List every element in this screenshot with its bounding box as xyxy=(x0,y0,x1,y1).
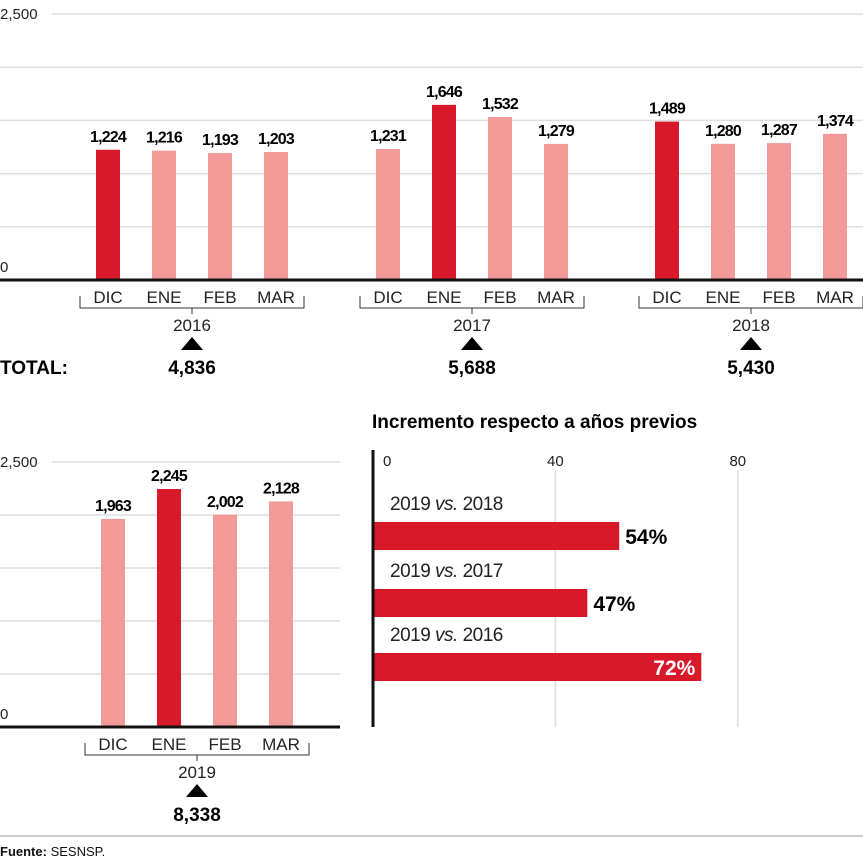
bar xyxy=(488,116,512,280)
bar xyxy=(655,121,679,280)
data-label: 54% xyxy=(625,526,667,549)
bar-category-label: 2019 vs. 2017 xyxy=(390,561,503,582)
x-tick-label: FEB xyxy=(208,735,241,754)
bar-category-label: 2019 vs. 2018 xyxy=(390,494,503,515)
source-text: SESNSP. xyxy=(47,844,105,859)
x-tick-label: 80 xyxy=(729,453,746,470)
source-label: Fuente: xyxy=(0,844,47,859)
data-label: 72% xyxy=(653,657,695,680)
x-tick-label: 40 xyxy=(547,453,564,470)
bar xyxy=(101,518,125,727)
x-tick-label: ENE xyxy=(427,288,462,307)
category-part: vs. xyxy=(435,625,458,646)
category-part: vs. xyxy=(435,494,458,515)
data-label: 1,287 xyxy=(761,122,798,139)
data-label: 1,646 xyxy=(426,84,463,101)
y-tick-label: 0 xyxy=(0,259,8,276)
category-part: 2019 xyxy=(390,494,435,515)
x-tick-label: MAR xyxy=(816,288,854,307)
category-part: 2019 xyxy=(390,625,435,646)
data-label: 47% xyxy=(593,593,635,616)
x-tick-label: FEB xyxy=(203,288,236,307)
year-bracket xyxy=(79,296,305,314)
y-tick-label: 2,500 xyxy=(0,6,38,23)
x-tick-label: FEB xyxy=(762,288,795,307)
triangle-up-icon xyxy=(181,337,203,350)
bar xyxy=(711,143,735,280)
category-part: vs. xyxy=(435,561,458,582)
bar xyxy=(213,514,237,727)
data-label: 1,231 xyxy=(370,128,407,145)
category-part: 2019 xyxy=(390,561,435,582)
category-part: 2018 xyxy=(458,494,503,515)
data-label: 1,963 xyxy=(95,498,132,515)
x-tick-label: MAR xyxy=(537,288,575,307)
data-label: 1,216 xyxy=(146,130,183,147)
x-tick-label: ENE xyxy=(706,288,741,307)
total-value: 8,338 xyxy=(173,805,221,826)
data-label: 1,279 xyxy=(538,123,575,140)
bar xyxy=(432,104,456,280)
year-label: 2017 xyxy=(453,316,491,335)
bar xyxy=(96,149,120,280)
source-note: Fuente: SESNSP. xyxy=(0,844,105,859)
x-tick-label: 0 xyxy=(383,453,391,470)
triangle-up-icon xyxy=(740,337,762,350)
year-bracket xyxy=(638,296,863,314)
data-label: 1,532 xyxy=(482,96,519,113)
bar xyxy=(544,143,568,280)
bar xyxy=(373,522,620,550)
category-part: 2016 xyxy=(458,625,503,646)
data-label: 1,224 xyxy=(90,129,127,146)
bar xyxy=(157,489,181,727)
y-tick-label: 0 xyxy=(0,706,8,723)
category-part: 2017 xyxy=(458,561,503,582)
bar xyxy=(264,152,288,280)
bar xyxy=(373,653,702,681)
x-tick-label: FEB xyxy=(483,288,516,307)
bar xyxy=(269,501,293,727)
bar xyxy=(823,133,847,280)
data-label: 1,489 xyxy=(649,101,686,118)
x-tick-label: MAR xyxy=(257,288,295,307)
triangle-up-icon xyxy=(461,337,483,350)
year-bracket xyxy=(84,743,310,761)
total-value: 5,430 xyxy=(727,358,775,379)
x-tick-label: DIC xyxy=(98,735,127,754)
data-label: 1,280 xyxy=(705,123,742,140)
x-tick-label: DIC xyxy=(652,288,681,307)
data-label: 1,193 xyxy=(202,132,239,149)
chart-title: Incremento respecto a años previos xyxy=(372,412,697,433)
bar xyxy=(373,589,588,617)
total-value: 4,836 xyxy=(168,358,216,379)
x-tick-label: DIC xyxy=(93,288,122,307)
bar xyxy=(208,153,232,280)
x-tick-label: ENE xyxy=(152,735,187,754)
data-label: 2,245 xyxy=(151,468,188,485)
total-label: TOTAL: xyxy=(0,358,68,379)
year-label: 2018 xyxy=(732,316,770,335)
bar xyxy=(767,143,791,280)
data-label: 2,002 xyxy=(207,494,244,511)
total-value: 5,688 xyxy=(448,358,496,379)
x-tick-label: DIC xyxy=(373,288,402,307)
year-bracket xyxy=(359,296,585,314)
triangle-up-icon xyxy=(186,784,208,797)
year-label: 2016 xyxy=(173,316,211,335)
x-tick-label: ENE xyxy=(147,288,182,307)
data-label: 1,203 xyxy=(258,131,295,148)
data-label: 2,128 xyxy=(263,480,300,497)
y-tick-label: 2,500 xyxy=(0,454,38,471)
data-label: 1,374 xyxy=(817,113,854,130)
bar-category-label: 2019 vs. 2016 xyxy=(390,625,503,646)
year-label: 2019 xyxy=(178,763,216,782)
bar xyxy=(152,150,176,280)
bar xyxy=(376,149,400,280)
x-tick-label: MAR xyxy=(262,735,300,754)
